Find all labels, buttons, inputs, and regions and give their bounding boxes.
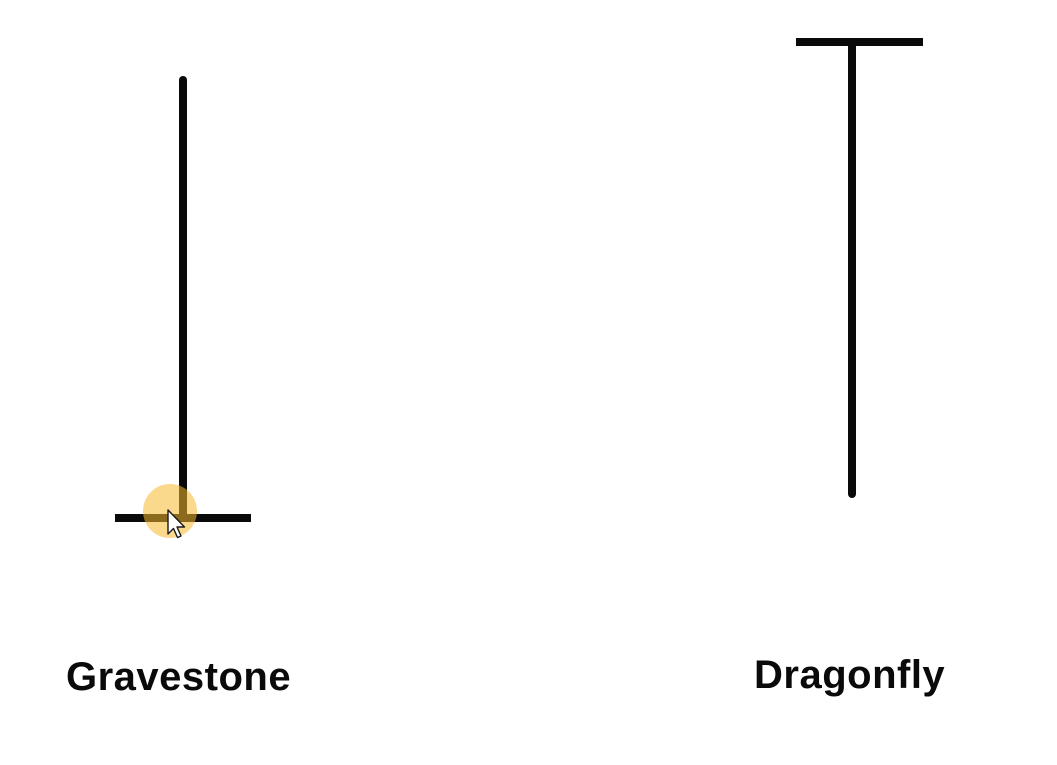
gravestone-label: Gravestone	[66, 655, 292, 699]
dragonfly-doji-shape	[796, 38, 923, 498]
cursor-group	[143, 484, 197, 539]
cursor-highlight-circle	[143, 484, 197, 538]
mouse-pointer-icon	[167, 509, 186, 539]
gravestone-doji-shape	[115, 76, 251, 522]
dragonfly-label: Dragonfly	[754, 653, 946, 697]
